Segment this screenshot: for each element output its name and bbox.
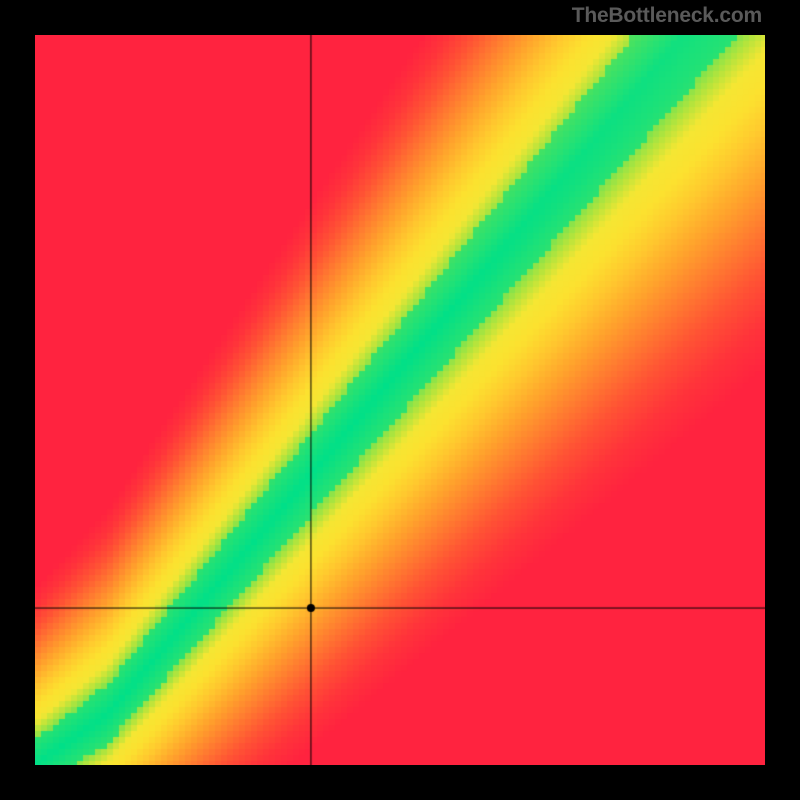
watermark-text: TheBottleneck.com <box>572 4 762 28</box>
heatmap-canvas <box>35 35 765 765</box>
figure-container: TheBottleneck.com <box>0 0 800 800</box>
